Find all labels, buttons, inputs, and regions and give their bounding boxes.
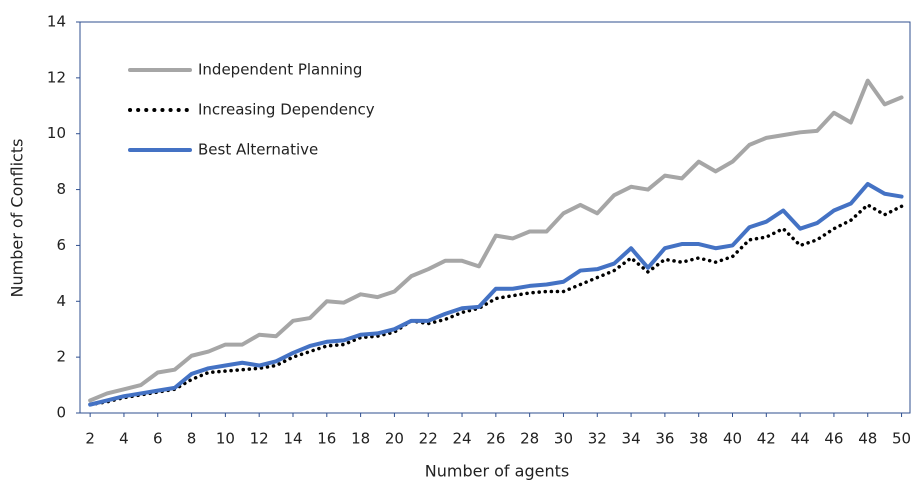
x-tick-label: 42 [757, 430, 776, 448]
x-tick-label: 46 [824, 430, 843, 448]
x-tick-label: 38 [689, 430, 708, 448]
legend-label: Best Alternative [198, 141, 318, 159]
plot-frame [79, 21, 911, 414]
x-tick-label: 50 [892, 430, 911, 448]
x-tick-label: 32 [588, 430, 607, 448]
x-axis-label: Number of agents [425, 462, 569, 481]
x-tick-label: 40 [723, 430, 742, 448]
x-tick-label: 2 [85, 430, 95, 448]
x-tick-label: 34 [622, 430, 641, 448]
y-tick-label: 6 [56, 236, 66, 254]
x-tick-label: 20 [385, 430, 404, 448]
x-tick-label: 26 [486, 430, 505, 448]
y-tick-label: 4 [56, 292, 66, 310]
legend-label: Increasing Dependency [198, 101, 375, 119]
y-tick-label: 2 [56, 348, 66, 366]
series-line [88, 78, 904, 403]
y-tick-label: 0 [56, 404, 66, 422]
x-tick-label: 28 [520, 430, 539, 448]
y-axis-label: Number of Conflicts [8, 139, 27, 298]
x-tick-label: 14 [283, 430, 302, 448]
x-tick-label: 12 [250, 430, 269, 448]
x-tick-label: 16 [317, 430, 336, 448]
x-tick-label: 44 [791, 430, 810, 448]
y-tick-label: 8 [56, 180, 66, 198]
x-tick-label: 24 [452, 430, 471, 448]
series-line [88, 203, 904, 407]
x-tick-label: 6 [153, 430, 163, 448]
legend-label: Independent Planning [198, 61, 362, 79]
x-tick-label: 22 [419, 430, 438, 448]
x-tick-label: 18 [351, 430, 370, 448]
x-tick-label: 4 [119, 430, 129, 448]
y-tick-label: 12 [47, 68, 66, 86]
y-tick-label: 14 [47, 13, 66, 31]
series-line [88, 181, 904, 407]
x-tick-label: 36 [655, 430, 674, 448]
x-tick-label: 30 [554, 430, 573, 448]
y-tick-label: 10 [47, 124, 66, 142]
x-tick-label: 8 [187, 430, 197, 448]
x-tick-label: 48 [858, 430, 877, 448]
x-tick-label: 10 [216, 430, 235, 448]
